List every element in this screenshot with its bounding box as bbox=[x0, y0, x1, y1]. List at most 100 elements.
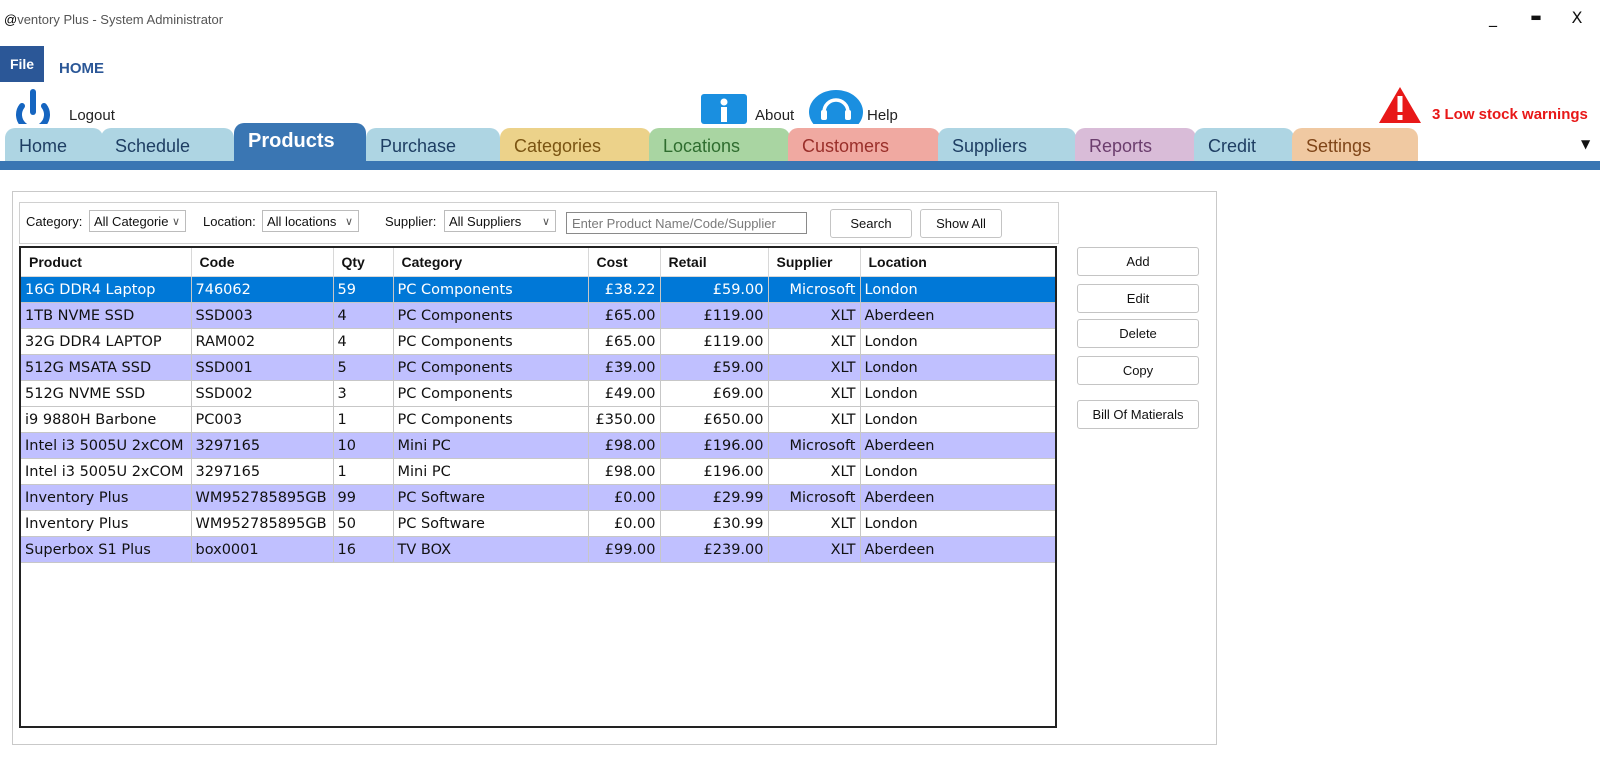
chevron-down-icon: ∨ bbox=[171, 216, 180, 228]
table-cell: £99.00 bbox=[588, 536, 661, 563]
tab-products[interactable]: Products bbox=[234, 123, 366, 165]
tab-settings[interactable]: Settings bbox=[1292, 128, 1418, 165]
table-row[interactable]: Inventory Plus WM952785895GB 50 PC Software… bbox=[21, 510, 1055, 537]
column-header[interactable]: Qty bbox=[333, 248, 394, 277]
table-cell: 4 bbox=[333, 328, 394, 355]
window-title: @ventory Plus - System Administrator bbox=[4, 12, 223, 27]
delete-button[interactable]: Delete bbox=[1077, 319, 1199, 348]
table-cell: 1TB NVME SSD bbox=[21, 302, 192, 329]
table-row[interactable]: 16G DDR4 Laptop 746062 59 PC Components £38.… bbox=[21, 276, 1055, 303]
add-button[interactable]: Add bbox=[1077, 247, 1199, 276]
table-row[interactable]: 1TB NVME SSD SSD003 4 PC Components £65.00 £1… bbox=[21, 302, 1055, 329]
tab-schedule[interactable]: Schedule bbox=[101, 128, 234, 165]
table-row[interactable]: 32G DDR4 LAPTOP RAM002 4 PC Components £65.0… bbox=[21, 328, 1055, 355]
table-cell: £38.22 bbox=[588, 276, 661, 303]
bill-of-materials-button[interactable]: Bill Of Matierals bbox=[1077, 400, 1199, 429]
filter-bar: Category: All Categorie ∨ Location: All … bbox=[19, 202, 1059, 244]
table-row[interactable]: Intel i3 5005U 2xCOM 3297165 1 Mini PC £98.0… bbox=[21, 458, 1055, 485]
main-tab-strip: Home Schedule Products Purchase Categori… bbox=[0, 123, 1600, 173]
maximize-button[interactable]: ▬ bbox=[1530, 10, 1542, 24]
table-cell: £119.00 bbox=[660, 328, 769, 355]
table-cell: Microsoft bbox=[768, 432, 861, 459]
table-cell: PC Components bbox=[393, 407, 589, 433]
table-row[interactable]: 512G NVME SSD SSD002 3 PC Components £49.00 £… bbox=[21, 380, 1055, 407]
location-filter-select[interactable]: All locations ∨ bbox=[262, 210, 359, 232]
table-cell: SSD002 bbox=[191, 380, 334, 407]
logout-label: Logout bbox=[69, 107, 115, 124]
tab-overflow-chevron-icon[interactable]: ▼ bbox=[1581, 137, 1591, 151]
tab-locations[interactable]: Locations bbox=[649, 128, 790, 165]
show-all-button[interactable]: Show All bbox=[920, 209, 1002, 238]
tab-credit[interactable]: Credit bbox=[1194, 128, 1294, 165]
minimize-button[interactable]: _ bbox=[1489, 8, 1497, 27]
category-filter-select[interactable]: All Categorie ∨ bbox=[89, 210, 186, 232]
column-header[interactable]: Code bbox=[191, 248, 334, 277]
table-cell: XLT bbox=[768, 380, 861, 407]
table-cell: PC Components bbox=[393, 354, 589, 381]
file-menu-button[interactable]: File bbox=[0, 46, 44, 82]
table-cell: PC003 bbox=[191, 407, 334, 433]
window-title-prefix: @ bbox=[4, 12, 18, 27]
category-filter-label: Category: bbox=[26, 214, 83, 229]
product-search-input[interactable] bbox=[566, 212, 807, 234]
table-cell: £196.00 bbox=[660, 458, 769, 485]
search-button[interactable]: Search bbox=[830, 209, 912, 238]
table-cell: Aberdeen bbox=[860, 536, 1055, 563]
table-cell: Superbox S1 Plus bbox=[21, 536, 192, 563]
table-cell: XLT bbox=[768, 354, 861, 381]
table-cell: Microsoft bbox=[768, 484, 861, 511]
table-row[interactable]: Inventory Plus WM952785895GB 99 PC Software… bbox=[21, 484, 1055, 511]
table-cell: PC Components bbox=[393, 302, 589, 329]
column-header[interactable]: Supplier bbox=[768, 248, 861, 277]
table-cell: London bbox=[860, 276, 1055, 303]
table-cell: £65.00 bbox=[588, 328, 661, 355]
column-header[interactable]: Cost bbox=[588, 248, 661, 277]
column-header[interactable]: Category bbox=[393, 248, 589, 277]
tab-reports[interactable]: Reports bbox=[1075, 128, 1196, 165]
table-cell: London bbox=[860, 458, 1055, 485]
table-cell: XLT bbox=[768, 302, 861, 329]
table-cell: 5 bbox=[333, 354, 394, 381]
table-cell: £239.00 bbox=[660, 536, 769, 563]
table-cell: 1 bbox=[333, 458, 394, 485]
column-header[interactable]: Location bbox=[860, 248, 1055, 277]
table-cell: £69.00 bbox=[660, 380, 769, 407]
table-row[interactable]: i9 9880H Barbone PC003 1 PC Components £350.… bbox=[21, 407, 1055, 433]
products-table: Product Code Qty Category Cost Retail Supplier… bbox=[19, 246, 1057, 728]
table-cell: 59 bbox=[333, 276, 394, 303]
tab-suppliers[interactable]: Suppliers bbox=[938, 128, 1076, 165]
chevron-down-icon: ∨ bbox=[344, 216, 353, 228]
table-cell: SSD001 bbox=[191, 354, 334, 381]
table-cell: XLT bbox=[768, 510, 861, 537]
table-cell: £119.00 bbox=[660, 302, 769, 329]
column-header[interactable]: Product bbox=[21, 248, 192, 277]
table-cell: 16G DDR4 Laptop bbox=[21, 276, 192, 303]
table-cell: £65.00 bbox=[588, 302, 661, 329]
table-cell: 99 bbox=[333, 484, 394, 511]
tab-categories[interactable]: Categories bbox=[500, 128, 651, 165]
table-row[interactable]: Superbox S1 Plus box0001 16 TV BOX £99.00 £23… bbox=[21, 536, 1055, 563]
table-cell: £98.00 bbox=[588, 432, 661, 459]
supplier-filter-select[interactable]: All Suppliers ∨ bbox=[444, 210, 556, 232]
table-cell: PC Components bbox=[393, 276, 589, 303]
window-title-text: ventory Plus - System Administrator bbox=[17, 12, 224, 27]
tab-customers[interactable]: Customers bbox=[788, 128, 940, 165]
table-cell: SSD003 bbox=[191, 302, 334, 329]
supplier-filter-value: All Suppliers bbox=[449, 214, 522, 229]
table-row[interactable]: Intel i3 5005U 2xCOM 3297165 10 Mini PC £98.… bbox=[21, 432, 1055, 459]
table-cell: Intel i3 5005U 2xCOM bbox=[21, 458, 192, 485]
tab-purchase[interactable]: Purchase bbox=[366, 128, 500, 165]
table-cell: XLT bbox=[768, 536, 861, 563]
ribbon-tab-home[interactable]: HOME bbox=[59, 60, 104, 77]
table-cell: Mini PC bbox=[393, 432, 589, 459]
table-cell: 10 bbox=[333, 432, 394, 459]
copy-button[interactable]: Copy bbox=[1077, 356, 1199, 385]
table-cell: £59.00 bbox=[660, 354, 769, 381]
table-row[interactable]: 512G MSATA SSD SSD001 5 PC Components £39.00… bbox=[21, 354, 1055, 381]
edit-button[interactable]: Edit bbox=[1077, 284, 1199, 313]
tab-home[interactable]: Home bbox=[5, 128, 103, 165]
table-cell: WM952785895GB bbox=[191, 484, 334, 511]
column-header[interactable]: Retail bbox=[660, 248, 769, 277]
close-button[interactable]: X bbox=[1571, 8, 1583, 27]
table-cell: £29.99 bbox=[660, 484, 769, 511]
